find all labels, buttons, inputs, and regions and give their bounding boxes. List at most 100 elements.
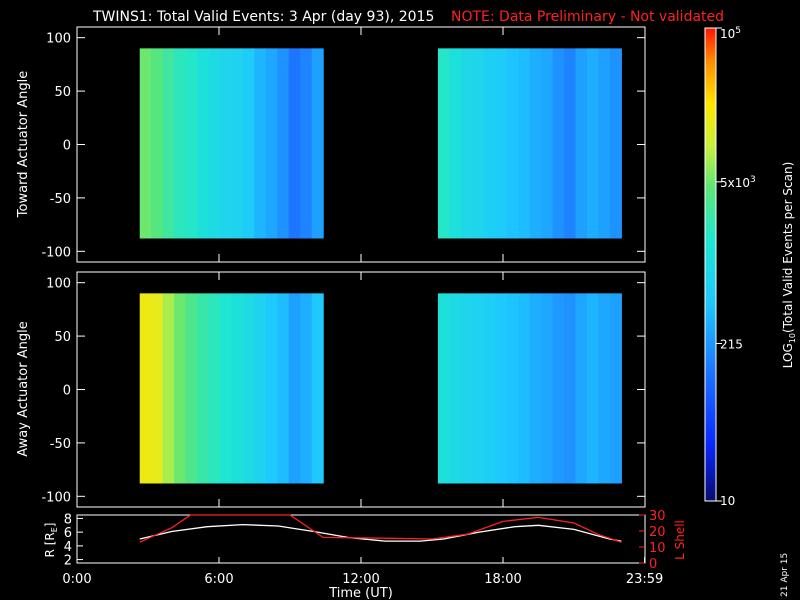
away-heatmap	[139, 293, 622, 484]
colorbar-tick-label: 5x103	[720, 175, 756, 190]
orbit-lshell-line	[139, 514, 622, 543]
heatmap-column	[472, 293, 485, 484]
heatmap-column	[151, 293, 164, 484]
heatmap-column	[495, 293, 508, 484]
heatmap-column	[288, 293, 301, 484]
heatmap-column	[185, 48, 198, 239]
orbit-right-tick-label: 10	[649, 541, 666, 556]
colorbar-label-sub: 10	[788, 333, 797, 343]
heatmap-column	[288, 48, 301, 239]
colorbar-label: LOG10(Total Valid Events per Scan)	[781, 162, 797, 369]
heatmap-column	[575, 48, 588, 239]
away-y-axis: 100 50 0 -50 -100	[41, 272, 646, 507]
colorbar-label-rest: (Total Valid Events per Scan)	[781, 162, 795, 333]
heatmap-column	[609, 293, 622, 484]
heatmap-column	[311, 293, 324, 484]
heatmap-column	[460, 293, 473, 484]
heatmap-column	[564, 293, 577, 484]
time-axis-label: Time (UT)	[328, 586, 393, 600]
heatmap-column	[552, 48, 565, 239]
heatmap-column	[449, 293, 462, 484]
heatmap-column	[483, 293, 496, 484]
orbit-right-tick-label: 0	[649, 557, 657, 572]
time-axis: 0:00 6:00 12:00 18:00 23:59	[62, 557, 663, 587]
orbit-left-tick-label: 4	[64, 540, 72, 555]
colorbar-ticks: 105 5x103 215 10	[716, 26, 756, 508]
orbit-left-tick-label: 8	[64, 512, 72, 527]
heatmap-column	[541, 48, 554, 239]
heatmap-column	[231, 293, 244, 484]
time-tick-label: 12:00	[342, 572, 379, 587]
heatmap-column	[564, 48, 577, 239]
heatmap-column	[529, 48, 542, 239]
heatmap-column	[231, 48, 244, 239]
orbit-left-ylabel-end: ]	[43, 523, 57, 528]
heatmap-column	[197, 48, 210, 239]
orbit-left-ylabel-sub: E	[50, 527, 59, 532]
y-tick-label: 100	[46, 32, 71, 47]
y-tick-label: 50	[54, 85, 71, 100]
heatmap-column	[242, 48, 255, 239]
y-tick-label: 50	[54, 330, 71, 345]
heatmap-column	[460, 48, 473, 239]
heatmap-column	[139, 48, 152, 239]
heatmap-column	[495, 48, 508, 239]
preliminary-note: NOTE: Data Preliminary - Not validated	[451, 9, 724, 25]
heatmap-column	[162, 48, 175, 239]
y-tick-label: -50	[50, 437, 71, 452]
heatmap-column	[552, 293, 565, 484]
heatmap-column	[483, 48, 496, 239]
colorbar-tick-label: 105	[720, 26, 741, 41]
y-tick-label: -50	[50, 192, 71, 207]
orbit-right-ylabel: L Shell	[673, 520, 687, 560]
date-stamp: 21 Apr 15	[780, 553, 790, 597]
heatmap-column	[265, 293, 278, 484]
heatmap-column	[254, 293, 267, 484]
heatmap-column	[197, 293, 210, 484]
y-tick-label: -100	[41, 490, 71, 505]
heatmap-column	[162, 293, 175, 484]
heatmap-column	[174, 293, 187, 484]
y-tick-label: 0	[63, 384, 71, 399]
heatmap-column	[609, 48, 622, 239]
heatmap-column	[437, 48, 450, 239]
orbit-left-tick-label: 6	[64, 526, 72, 541]
orbit-left-ylabel: R [RE]	[43, 523, 59, 558]
toward-heatmap	[139, 48, 622, 239]
heatmap-column	[265, 48, 278, 239]
y-tick-label: 0	[63, 139, 71, 154]
time-tick-label: 0:00	[62, 572, 91, 587]
heatmap-column	[472, 48, 485, 239]
heatmap-column	[208, 48, 221, 239]
heatmap-column	[151, 48, 164, 239]
time-tick-label: 6:00	[204, 572, 233, 587]
heatmap-column	[506, 293, 519, 484]
heatmap-column	[174, 48, 187, 239]
heatmap-column	[311, 48, 324, 239]
heatmap-column	[586, 293, 600, 484]
heatmap-column	[506, 48, 519, 239]
heatmap-column	[541, 293, 554, 484]
heatmap-column	[598, 293, 611, 484]
heatmap-column	[277, 48, 290, 239]
heatmap-column	[300, 48, 313, 239]
colorbar	[704, 27, 717, 502]
heatmap-column	[139, 293, 152, 484]
heatmap-column	[449, 48, 462, 239]
heatmap-column	[242, 293, 255, 484]
away-ylabel: Away Actuator Angle	[16, 321, 31, 456]
page-title: TWINS1: Total Valid Events: 3 Apr (day 9…	[92, 9, 434, 25]
orbit-right-tick-label: 30	[649, 509, 666, 524]
heatmap-column	[518, 48, 531, 239]
heatmap-column	[185, 293, 198, 484]
heatmap-column	[219, 293, 233, 484]
heatmap-column	[529, 293, 542, 484]
orbit-radius-line	[139, 523, 622, 542]
orbit-left-tick-label: 2	[64, 554, 72, 569]
toward-y-axis: 100 50 0 -50 -100	[41, 27, 646, 262]
heatmap-column	[254, 48, 267, 239]
orbit-right-tick-label: 20	[649, 525, 666, 540]
heatmap-column	[518, 293, 531, 484]
